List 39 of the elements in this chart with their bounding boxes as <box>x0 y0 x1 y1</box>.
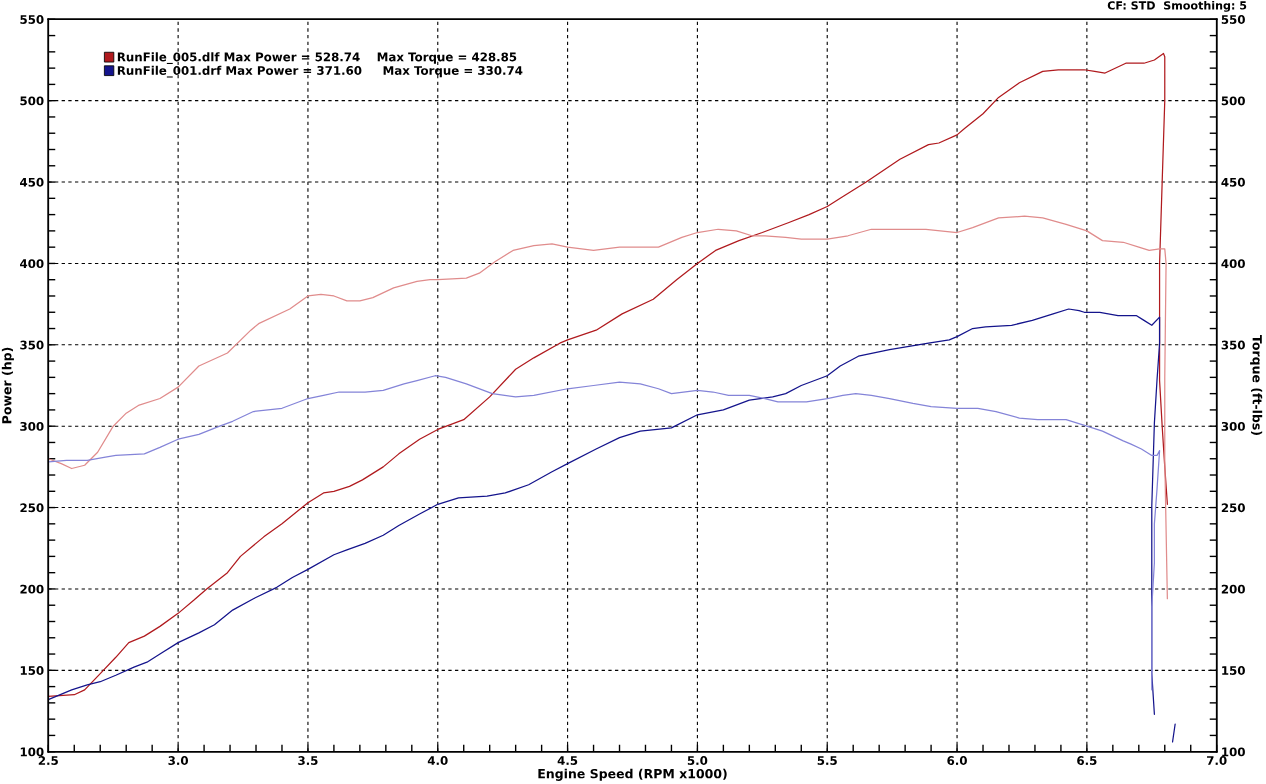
y2-tick-label: 150 <box>1222 666 1245 675</box>
legend-label: RunFile_001.drf Max Power = 371.60 Max Torque = 330.74 <box>117 65 523 78</box>
x-tick-label: 6.5 <box>1077 756 1097 765</box>
x-tick-label: 4.0 <box>427 756 448 765</box>
x-tick-label: 6.0 <box>947 756 967 765</box>
y2-tick-label: 400 <box>1221 259 1245 269</box>
y-tick-label: 200 <box>20 584 44 594</box>
legend-label: RunFile_005.dlf Max Power = 528.74 Max Torque = 428.85 <box>117 52 517 65</box>
y2-tick-label: 350 <box>1221 340 1245 350</box>
y-tick-label: 100 <box>20 747 44 757</box>
x-tick-label: 2.5 <box>38 756 58 765</box>
y-tick-label: 250 <box>20 503 44 513</box>
x-tick-label: 7.0 <box>1207 756 1227 765</box>
y-tick-label: 300 <box>20 421 44 431</box>
y-tick-label: 500 <box>20 96 44 106</box>
y-axis-title: Power (hp) <box>1 347 14 424</box>
line-series <box>48 215 1168 600</box>
y2-tick-label: 450 <box>1221 177 1245 187</box>
y2-tick-label: 550 <box>1221 15 1245 24</box>
y2-tick-label: 100 <box>1222 747 1245 757</box>
y-tick-label: 350 <box>20 340 44 350</box>
x-tick-label: 3.0 <box>168 756 189 765</box>
text: CF: STD Smoothing: 5 <box>1107 1 1247 12</box>
line-series <box>48 375 1161 691</box>
y-tick-label: 450 <box>20 177 44 187</box>
line-series <box>48 52 1168 697</box>
x-tick-label: 5.5 <box>817 756 837 765</box>
y2-tick-label: 300 <box>1221 421 1245 431</box>
x-axis-title: Engine Speed (RPM x1000) <box>538 768 727 781</box>
y2-tick-label: 500 <box>1221 96 1245 106</box>
y-tick-label: 400 <box>20 259 44 269</box>
y2-tick-label: 200 <box>1221 584 1245 594</box>
x-tick-label: 3.5 <box>298 756 318 765</box>
y2-axis-title: Torque (ft-lbs) <box>1250 335 1263 435</box>
y2-tick-label: 250 <box>1221 503 1245 513</box>
x-tick-label: 5.0 <box>687 756 708 765</box>
y-tick-label: 150 <box>20 666 44 675</box>
x-tick-label: 4.5 <box>557 756 578 765</box>
y-tick-label: 550 <box>20 15 44 24</box>
